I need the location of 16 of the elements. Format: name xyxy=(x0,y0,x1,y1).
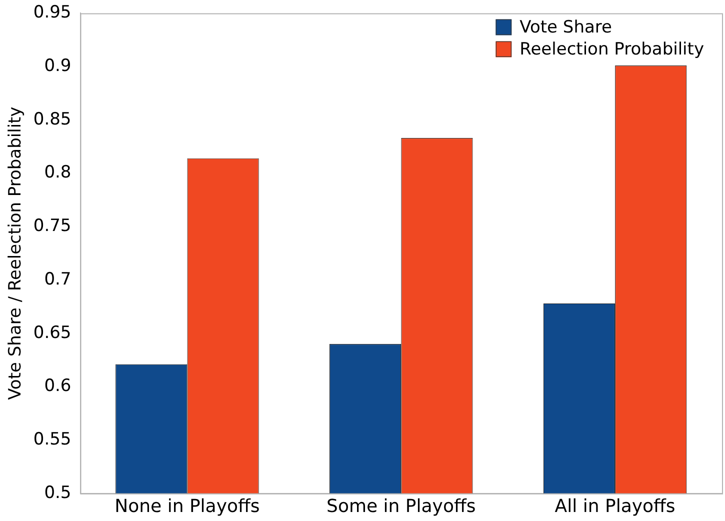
y-axis-title: Vote Share / Reelection Probability xyxy=(6,106,26,400)
y-tick-label: 0.8 xyxy=(44,162,72,183)
y-tick-label: 0.85 xyxy=(33,109,72,130)
x-tick-label: Some in Playoffs xyxy=(326,496,476,517)
y-tick-label: 0.95 xyxy=(33,2,72,23)
y-tick-label: 0.9 xyxy=(44,56,72,76)
y-tick-label: 0.7 xyxy=(44,269,72,290)
y-tick-label: 0.5 xyxy=(44,482,72,503)
y-tick-label: 0.75 xyxy=(33,216,72,236)
x-tick-label: All in Playoffs xyxy=(554,496,676,517)
legend-label: Vote Share xyxy=(520,18,612,38)
x-tick-label: None in Playoffs xyxy=(114,496,260,517)
y-tick-label: 0.55 xyxy=(33,429,72,450)
y-tick-label: 0.65 xyxy=(33,322,72,343)
y-tick-label: 0.6 xyxy=(44,376,72,396)
legend-label: Reelection Probability xyxy=(520,40,704,60)
